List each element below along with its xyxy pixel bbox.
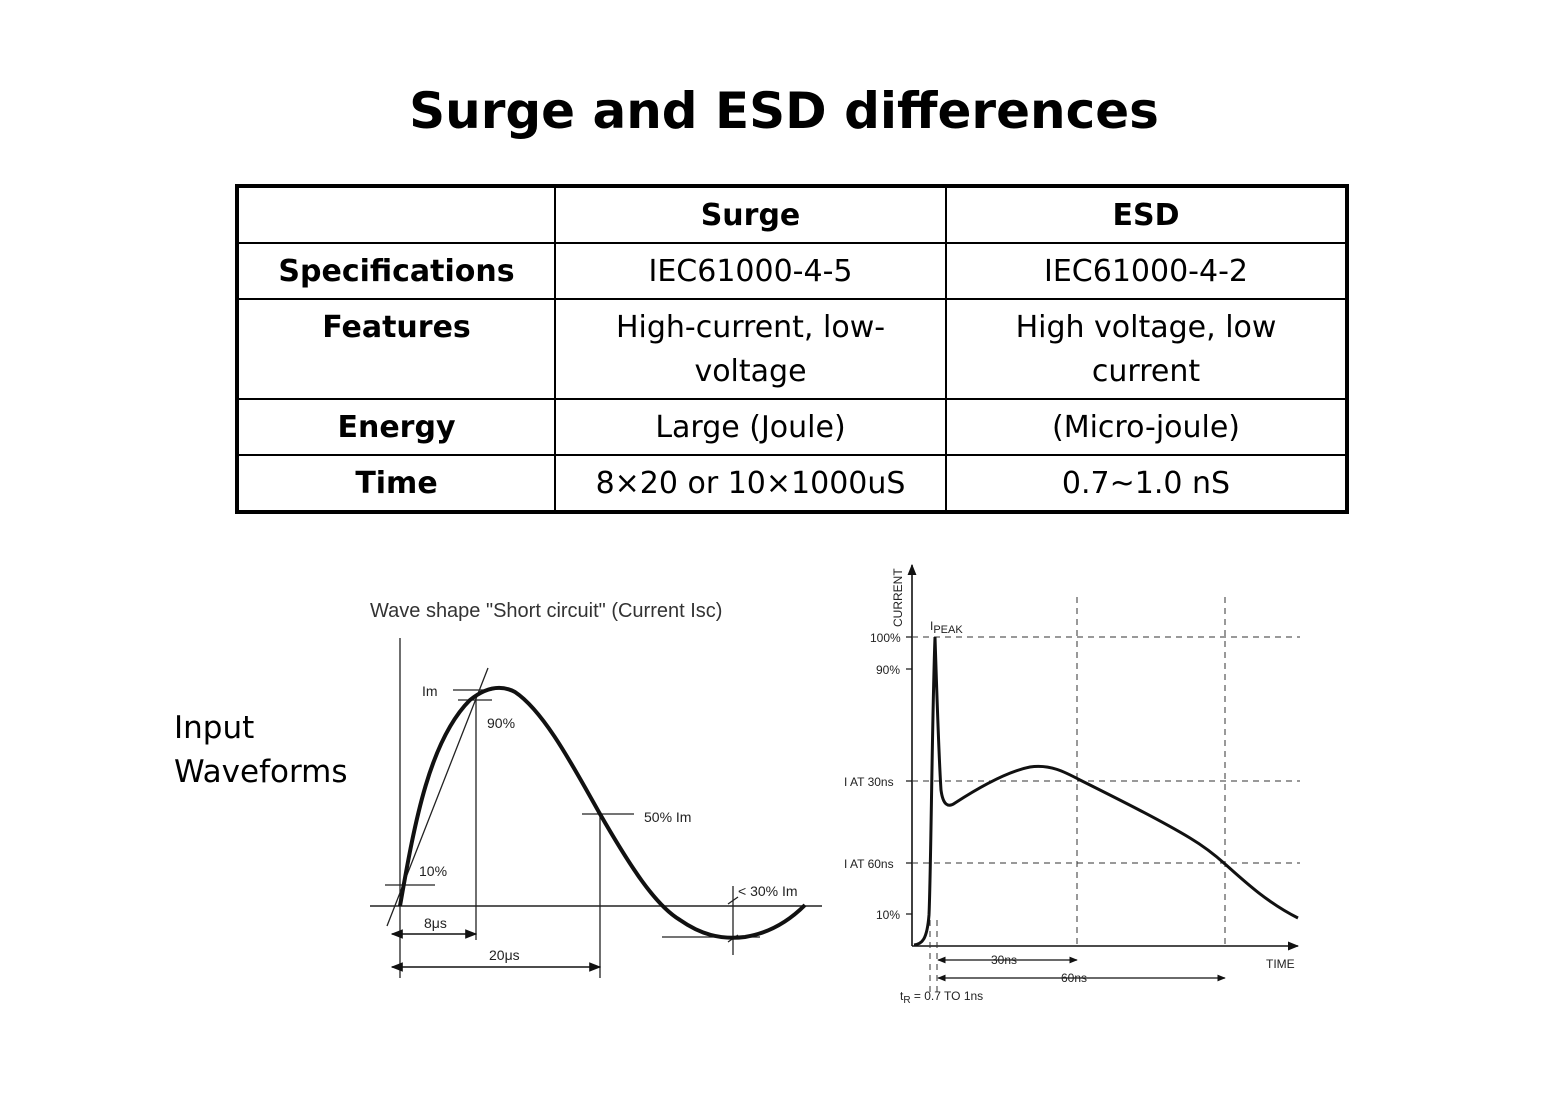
surge-label-30: < 30% Im xyxy=(738,883,798,899)
surge-waveform-curve xyxy=(398,685,807,940)
row-label: Time xyxy=(236,454,556,513)
surge-label-10: 10% xyxy=(419,863,447,879)
header-cell-surge: Surge xyxy=(554,185,947,244)
row-label: Specifications xyxy=(236,242,556,300)
side-label-line1: Input xyxy=(174,710,255,746)
surge-label-8us: 8μs xyxy=(424,915,447,931)
esd-cell: (Micro-joule) xyxy=(945,398,1348,456)
esd-label-i60: I AT 60ns xyxy=(844,857,894,871)
esd-waveform-figure: CURRENT 100% 90% I AT 30ns I AT 60ns 10%… xyxy=(844,563,1300,1006)
esd-tr-rest: = 0.7 TO 1ns xyxy=(911,989,984,1003)
surge-cell: 8×20 or 10×1000uS xyxy=(554,454,947,513)
esd-cell: High voltage, low current xyxy=(945,298,1348,400)
table-row: Specifications IEC61000-4-5 IEC61000-4-2 xyxy=(236,242,1348,300)
esd-tr-sub: R xyxy=(903,995,910,1006)
esd-label-60ns: 60ns xyxy=(1061,971,1087,985)
esd-label-30ns: 30ns xyxy=(991,953,1017,967)
side-label-line2: Waveforms xyxy=(174,754,348,790)
esd-label-peak: IPEAK xyxy=(930,619,963,636)
surge-label-im: Im xyxy=(422,683,438,699)
row-label: Features xyxy=(236,298,556,400)
table-row: Features High-current, low-voltage High … xyxy=(236,298,1348,400)
surge-label-90: 90% xyxy=(487,715,515,731)
input-waveforms-label: Input Waveforms xyxy=(174,706,348,794)
surge-cell: Large (Joule) xyxy=(554,398,947,456)
row-label: Energy xyxy=(236,398,556,456)
table-row: Time 8×20 or 10×1000uS 0.7~1.0 nS xyxy=(236,454,1348,513)
page-title: Surge and ESD differences xyxy=(409,82,1159,140)
esd-label-90: 90% xyxy=(876,663,900,677)
header-cell-esd: ESD xyxy=(945,185,1348,244)
surge-label-50: 50% Im xyxy=(644,809,691,825)
esd-y-axis-label: CURRENT xyxy=(891,568,905,627)
esd-peak-main: I xyxy=(930,619,933,633)
esd-label-tr: tR = 0.7 TO 1ns xyxy=(900,989,983,1006)
surge-caption: Wave shape "Short circuit" (Current Isc) xyxy=(370,600,722,622)
esd-label-i30: I AT 30ns xyxy=(844,775,894,789)
esd-tr-main: t xyxy=(900,989,904,1003)
esd-cell: 0.7~1.0 nS xyxy=(945,454,1348,513)
esd-label-10: 10% xyxy=(876,908,900,922)
esd-label-100: 100% xyxy=(870,631,901,645)
surge-waveform-figure: Wave shape "Short circuit" (Current Isc)… xyxy=(370,600,822,978)
comparison-table: Surge ESD Specifications IEC61000-4-5 IE… xyxy=(235,184,1349,514)
surge-cell: High-current, low-voltage xyxy=(554,298,947,400)
surge-cell: IEC61000-4-5 xyxy=(554,242,947,300)
esd-cell: IEC61000-4-2 xyxy=(945,242,1348,300)
esd-waveform-curve xyxy=(913,636,1299,947)
surge-label-20us: 20μs xyxy=(489,947,520,963)
table-row: Energy Large (Joule) (Micro-joule) xyxy=(236,398,1348,456)
header-cell-empty xyxy=(236,185,556,244)
table-header-row: Surge ESD xyxy=(236,185,1348,244)
surge-tick-30-top xyxy=(727,896,739,905)
esd-x-axis-label: TIME xyxy=(1266,957,1295,971)
esd-peak-sub: PEAK xyxy=(933,624,963,636)
